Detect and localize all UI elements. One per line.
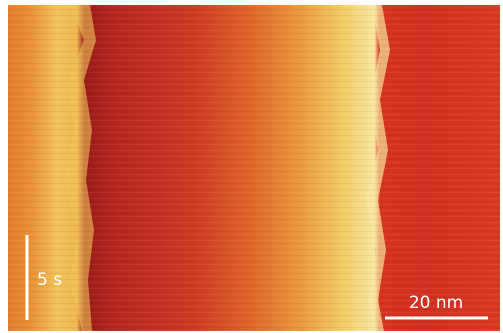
image-area	[8, 5, 500, 331]
time-scale-label: 5 s	[37, 270, 62, 290]
scan-lines	[8, 5, 500, 331]
length-scale-label: 20 nm	[409, 293, 463, 313]
kymograph-image: 5 s 20 nm	[0, 0, 503, 333]
page: 5 s 20 nm (() => { const data = JSON.par…	[0, 0, 503, 333]
